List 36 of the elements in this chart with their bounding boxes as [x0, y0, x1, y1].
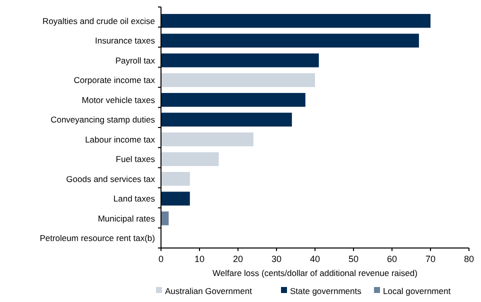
y-tick-label: Payroll tax	[115, 55, 156, 66]
x-tick-label: 0	[158, 254, 164, 264]
legend-label: Australian Government	[165, 286, 253, 296]
x-tick-label: 80	[464, 254, 474, 264]
legend-label: State governments	[290, 286, 362, 296]
x-tick-label: 30	[271, 254, 282, 264]
bar	[161, 112, 292, 127]
x-axis-title: Welfare loss (cents/dollar of additional revenue raised)	[212, 268, 418, 278]
bar	[161, 92, 306, 107]
y-tick-label: Petroleum resource rent tax(b)	[40, 233, 156, 244]
x-tick-label: 20	[232, 254, 244, 264]
bar	[161, 132, 254, 146]
bar	[161, 14, 430, 28]
bar	[161, 73, 315, 88]
y-tick-label: Insurance taxes	[94, 36, 155, 46]
y-tick-label: Land taxes	[113, 194, 155, 204]
bar	[161, 172, 190, 186]
y-tick-label: Corporate income tax	[74, 75, 156, 86]
y-tick-label: Royalties and crude oil excise	[42, 16, 156, 26]
x-tick-label: 70	[425, 254, 436, 264]
y-tick-label: Conveyancing stamp duties	[50, 114, 155, 125]
x-tick-label: 50	[348, 254, 359, 264]
x-tick-label: 10	[194, 254, 205, 264]
bar	[161, 192, 190, 206]
bar	[161, 152, 219, 166]
legend-label: Local government	[383, 286, 452, 296]
y-tick-label: Goods and services tax	[66, 174, 156, 184]
bar	[161, 34, 419, 48]
y-tick-label: Motor vehicle taxes	[82, 94, 155, 105]
y-tick-label: Municipal rates	[98, 213, 155, 224]
y-tick-label: Fuel taxes	[116, 154, 155, 164]
y-tick-label: Labour income tax	[85, 134, 156, 144]
x-tick-label: 60	[386, 254, 398, 264]
bar	[161, 211, 169, 226]
x-tick-label: 40	[310, 254, 320, 264]
bar	[161, 53, 319, 68]
